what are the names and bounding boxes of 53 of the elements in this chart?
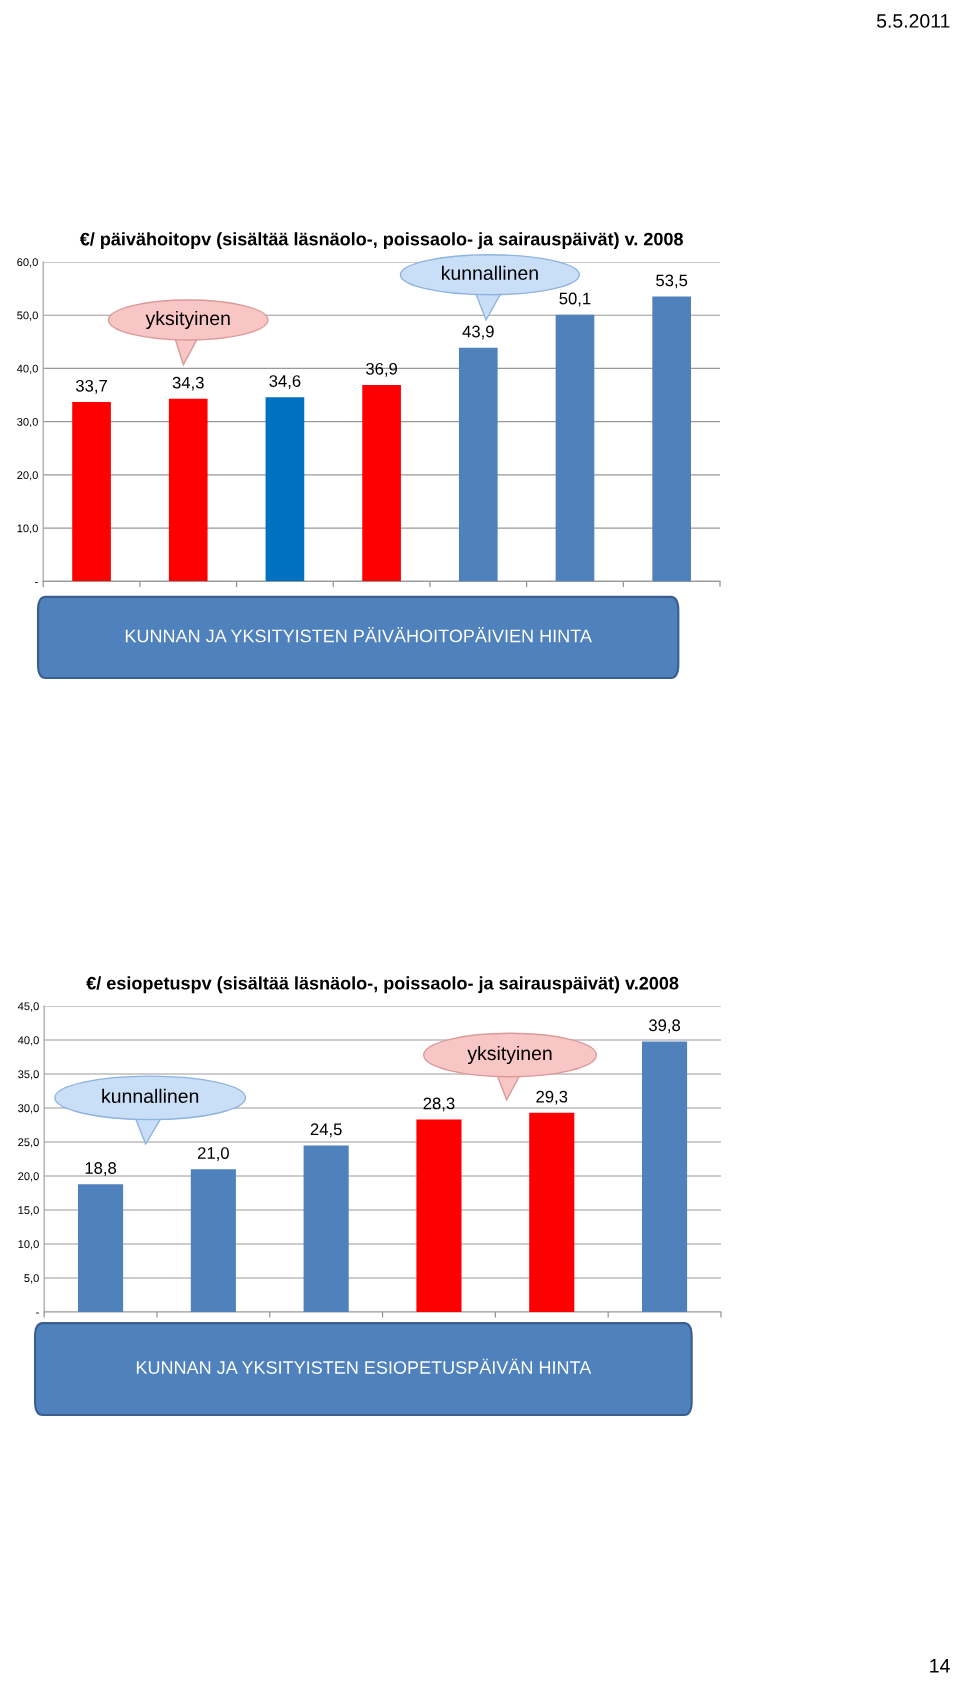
text: 14 xyxy=(930,1659,950,1673)
bar xyxy=(555,314,595,582)
y-tick-label: 35,0 xyxy=(18,1070,39,1080)
bar xyxy=(265,397,305,582)
bar xyxy=(652,296,691,582)
annotation: kunnallinen xyxy=(442,265,538,280)
bar xyxy=(529,1112,575,1312)
data-label: 33,7 xyxy=(75,379,107,394)
bar xyxy=(72,401,111,582)
y-tick-label: 45,0 xyxy=(17,1002,39,1012)
annotation: yksityinen xyxy=(467,1045,552,1065)
text: KUNNAN JA YKSITYISTEN PÄIVÄHOITOPÄIVIEN HINTA xyxy=(125,627,592,643)
y-tick-label: 10,0 xyxy=(17,524,38,534)
bar xyxy=(642,1041,688,1312)
bar xyxy=(416,1119,462,1312)
data-label: 28,3 xyxy=(423,1097,455,1112)
annotation: yksityinen xyxy=(145,310,230,330)
bar xyxy=(78,1184,124,1312)
bar xyxy=(303,1145,349,1312)
chart-title: €/ päivähoitopv (sisältää läsnäolo-, poissaolo- ja sairauspäivät) v. 2008 xyxy=(79,232,683,250)
data-label: 50,1 xyxy=(559,292,591,307)
data-label: 34,3 xyxy=(172,376,204,391)
data-label: 43,9 xyxy=(462,325,494,340)
data-label: 36,9 xyxy=(366,362,398,377)
data-label: 21,0 xyxy=(197,1147,229,1161)
y-tick-label: 60,0 xyxy=(17,258,38,268)
y-tick-label: 50,0 xyxy=(17,311,38,321)
data-label: 34,6 xyxy=(269,375,301,389)
y-tick-label: 40,0 xyxy=(16,364,38,374)
y-tick-label: 40,0 xyxy=(17,1036,39,1046)
data-label: 39,8 xyxy=(648,1019,681,1034)
data-label: 53,5 xyxy=(656,274,688,289)
y-tick-label: 15,0 xyxy=(18,1206,39,1216)
bar xyxy=(168,398,208,582)
data-label: 24,5 xyxy=(310,1123,342,1138)
chart-title: €/ esiopetuspv (sisältää läsnäolo-, poissaolo- ja sairauspäivät) v.2008 xyxy=(86,976,679,994)
annotation: kunnallinen xyxy=(102,1088,199,1104)
data-label: 18,8 xyxy=(85,1162,117,1176)
y-tick-label: - xyxy=(35,582,38,583)
y-tick-label: - xyxy=(36,1312,39,1314)
y-tick-label: 30,0 xyxy=(17,417,38,428)
y-tick-label: 10,0 xyxy=(18,1240,39,1250)
bar xyxy=(458,347,498,582)
y-tick-label: 20,0 xyxy=(17,471,38,481)
y-tick-label: 30,0 xyxy=(18,1104,39,1114)
bar xyxy=(362,384,401,582)
y-tick-label: 20,0 xyxy=(18,1172,39,1182)
text: KUNNAN JA YKSITYISTEN ESIOPETUSPÄIVÄN HINTA xyxy=(136,1358,592,1374)
data-label: 29,3 xyxy=(536,1090,568,1105)
y-tick-label: 5,0 xyxy=(24,1274,39,1284)
bar xyxy=(190,1169,236,1312)
y-tick-label: 25,0 xyxy=(18,1138,39,1148)
text: 5.5.2011 xyxy=(876,14,950,28)
